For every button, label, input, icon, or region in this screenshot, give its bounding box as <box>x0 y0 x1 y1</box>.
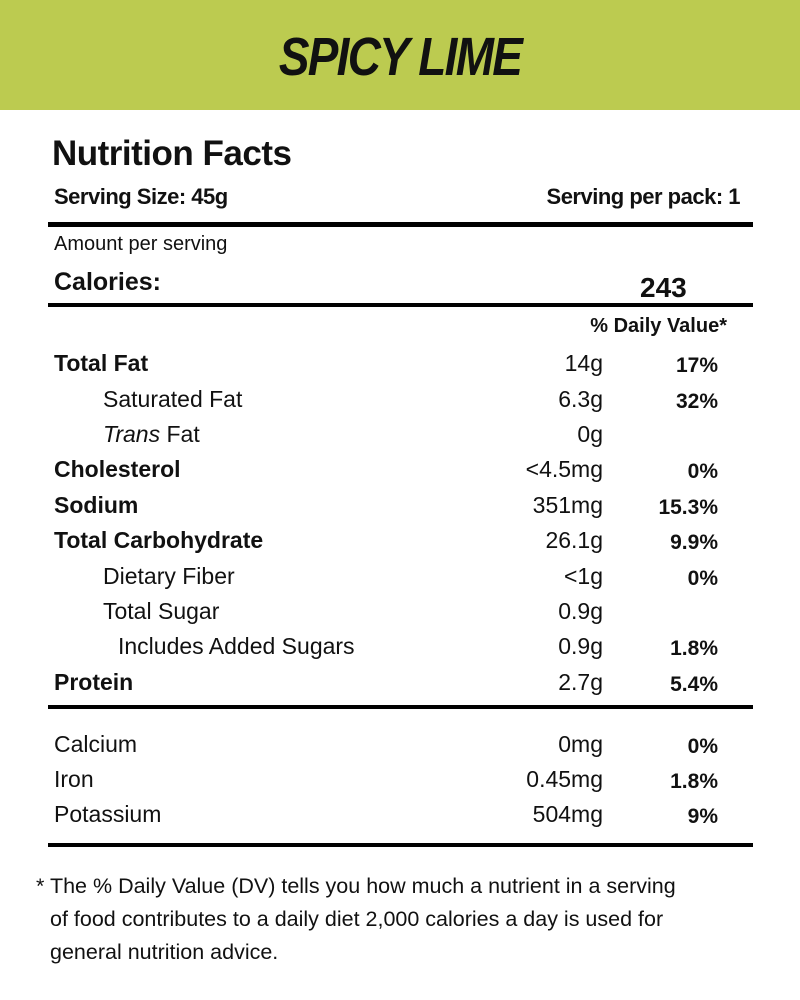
nutrient-row: Sodium 351mg 15.3% <box>0 492 800 520</box>
mineral-amount: 504mg <box>532 801 603 827</box>
serving-size: Serving Size: 45g <box>54 184 228 209</box>
nutrient-amount: <1g <box>563 563 603 589</box>
nutrient-amount: 6.3g <box>558 386 603 412</box>
nutrient-label: Cholesterol <box>54 456 181 482</box>
nutrient-row: Saturated Fat 6.3g 32% <box>0 386 800 414</box>
mineral-dv: 9% <box>687 805 718 828</box>
nutrient-row: Total Carbohydrate 26.1g 9.9% <box>0 527 800 555</box>
daily-value-header: % Daily Value* <box>590 315 727 337</box>
nutrient-amount: 0g <box>577 421 603 447</box>
mineral-dv: 1.8% <box>670 770 718 793</box>
calories-value: 243 <box>640 272 687 303</box>
nutrient-dv: 0% <box>687 567 718 590</box>
footnote-line: of food contributes to a daily diet 2,00… <box>50 907 664 931</box>
nutrient-label: Trans Fat <box>103 421 200 448</box>
nutrient-dv: 32% <box>675 390 718 413</box>
product-banner: SPICY LIME <box>0 0 800 110</box>
nutrient-label: Includes Added Sugars <box>118 633 355 659</box>
servings-per-pack: Serving per pack: 1 <box>546 184 741 209</box>
nutrient-amount: 14g <box>564 350 603 376</box>
mineral-dv: 0% <box>687 735 718 758</box>
mineral-row: Potassium 504mg 9% <box>0 801 800 829</box>
nutrition-facts-title: Nutrition Facts <box>52 134 292 173</box>
nutrient-dv: 1.8% <box>670 637 718 660</box>
mineral-label: Potassium <box>54 801 162 827</box>
nutrient-label: Dietary Fiber <box>103 563 235 589</box>
mineral-amount: 0.45mg <box>526 766 603 792</box>
nutrient-amount: 26.1g <box>545 527 603 553</box>
nutrient-label: Sodium <box>54 492 139 518</box>
divider <box>48 843 753 847</box>
nutrient-amount: 351mg <box>532 492 603 518</box>
nutrient-label: Total Sugar <box>103 598 220 624</box>
nutrient-label: Total Fat <box>54 350 149 376</box>
nutrient-row: Cholesterol <4.5mg 0% <box>0 456 800 484</box>
nutrient-label: Saturated Fat <box>103 386 243 412</box>
mineral-label: Calcium <box>54 731 138 757</box>
footnote-line: * The % Daily Value (DV) tells you how m… <box>36 874 676 898</box>
nutrient-row: Trans Fat 0g <box>0 421 800 449</box>
calories-label: Calories: <box>54 268 161 296</box>
mineral-row: Iron 0.45mg 1.8% <box>0 766 800 794</box>
nutrient-row: Includes Added Sugars 0.9g 1.8% <box>0 633 800 661</box>
mineral-row: Calcium 0mg 0% <box>0 731 800 759</box>
divider <box>48 705 753 709</box>
mineral-label: Iron <box>54 766 94 792</box>
nutrient-label: Protein <box>54 669 134 695</box>
divider <box>48 303 753 307</box>
nutrient-row: Dietary Fiber <1g 0% <box>0 563 800 591</box>
nutrient-amount: 2.7g <box>558 669 603 695</box>
trans-label: Fat <box>160 421 200 447</box>
nutrient-amount: <4.5mg <box>525 456 603 482</box>
nutrient-label: Total Carbohydrate <box>54 527 264 553</box>
nutrient-amount: 0.9g <box>558 633 603 659</box>
nutrient-dv: 9.9% <box>670 531 718 554</box>
footnote-line: general nutrition advice. <box>50 940 279 964</box>
nutrient-row: Protein 2.7g 5.4% <box>0 669 800 697</box>
trans-italic: Trans <box>103 421 161 447</box>
nutrient-row: Total Sugar 0.9g <box>0 598 800 626</box>
nutrient-amount: 0.9g <box>558 598 603 624</box>
mineral-amount: 0mg <box>558 731 603 757</box>
nutrient-dv: 15.3% <box>658 496 718 519</box>
nutrient-row: Total Fat 14g 17% <box>0 350 800 378</box>
amount-per-serving: Amount per serving <box>54 233 228 255</box>
nutrient-dv: 0% <box>687 460 718 483</box>
nutrient-dv: 17% <box>675 354 718 377</box>
product-name: SPICY LIME <box>278 27 523 87</box>
divider <box>48 222 753 227</box>
nutrient-dv: 5.4% <box>670 673 718 696</box>
